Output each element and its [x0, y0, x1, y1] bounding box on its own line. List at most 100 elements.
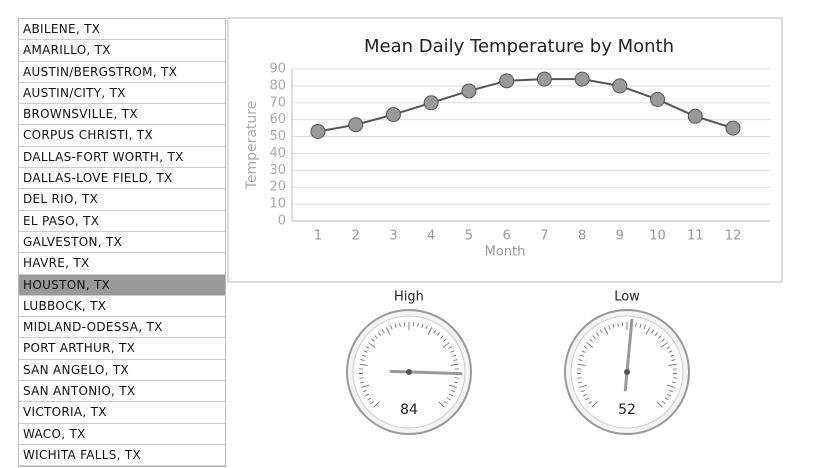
city-item[interactable]: DALLAS-FORT WORTH, TX [19, 147, 225, 169]
gauge-tick [378, 332, 382, 336]
gauge-tick [365, 346, 370, 349]
gauge-tick [433, 329, 437, 334]
gauge-tick [450, 350, 455, 353]
gauge-label: Low [614, 290, 640, 305]
x-tick-label: 8 [578, 229, 586, 244]
gauge-tick [645, 327, 651, 335]
city-item[interactable]: HAVRE, TX [19, 253, 225, 275]
point [310, 123, 326, 139]
gauge-tick [608, 325, 611, 330]
gauge-tick [421, 323, 424, 328]
gauge-tick [454, 377, 459, 379]
gauge-tick [370, 401, 374, 405]
gauge-tick [360, 359, 365, 361]
gauge-tick [364, 393, 369, 397]
gauge-value: 84 [400, 402, 418, 418]
city-item[interactable]: HOUSTON, TX [19, 274, 225, 296]
gauge-tick [436, 332, 440, 336]
city-item[interactable]: DALLAS-LOVE FIELD, TX [19, 168, 225, 190]
gauge-label: High [394, 290, 424, 305]
gauge-tick [672, 377, 677, 379]
gauge-tick [583, 346, 588, 349]
x-tick-label: 6 [502, 229, 510, 244]
city-item[interactable]: MIDLAND-ODESSA, TX [19, 317, 225, 339]
y-tick-label: 0 [278, 214, 286, 229]
city-item[interactable]: SAN ANGELO, TX [19, 360, 225, 382]
y-axis-label: Temperature [244, 101, 260, 191]
y-tick-label: 40 [269, 146, 286, 161]
gauge-tick [671, 381, 676, 384]
gauge-tick [662, 401, 666, 405]
x-tick-label: 1 [314, 229, 322, 244]
city-item[interactable]: AMARILLO, TX [19, 40, 225, 62]
point [687, 108, 703, 124]
gauge-tick [580, 389, 585, 393]
gauge-tick [385, 327, 391, 335]
gauge-tick [651, 329, 655, 334]
gauge-tick [578, 359, 583, 361]
gauge-tick [448, 384, 457, 388]
gauge-tick [599, 329, 603, 334]
gauge-tick [577, 377, 582, 379]
city-list: ABILENE, TX AMARILLO, TX AUSTIN/BERGSTROM,… [18, 18, 226, 468]
point [348, 117, 364, 133]
y-tick-label: 50 [269, 129, 286, 144]
gauge-tick [427, 327, 433, 335]
gauge-tick [452, 354, 457, 357]
gauge-tick [577, 363, 586, 366]
gauge-tick [451, 389, 456, 393]
gauge-tick [666, 384, 675, 388]
city-item[interactable]: WACO, TX [19, 424, 225, 445]
gauge-tick [591, 401, 598, 408]
city-item[interactable]: AUSTIN/BERGSTROM, TX [19, 62, 225, 83]
x-tick-label: 3 [389, 229, 397, 244]
x-tick-label: 2 [352, 229, 360, 244]
gauge-tick [374, 335, 378, 339]
gauge-tick [361, 354, 366, 357]
gauge-tick [444, 401, 448, 405]
gauge-tick [669, 389, 674, 393]
gauge-tick [661, 338, 665, 342]
city-item[interactable]: GALVESTON, TX [19, 232, 225, 254]
x-tick-label: 11 [687, 229, 704, 244]
gauge-tick [578, 381, 583, 384]
city-item[interactable]: DEL RIO, TX [19, 189, 225, 211]
gauge-tick [359, 363, 368, 366]
gauge-tick [371, 338, 375, 342]
city-item[interactable]: VICTORIA, TX [19, 402, 225, 424]
gauge-tick [670, 354, 675, 357]
point [536, 71, 552, 87]
gauge-tick [360, 381, 365, 384]
point [461, 83, 477, 99]
city-item[interactable]: SAN ANTONIO, TX [19, 381, 225, 403]
y-tick-label: 80 [269, 78, 286, 93]
point [612, 78, 628, 94]
gauge-tick [417, 322, 419, 327]
gauge-tick [612, 323, 615, 328]
city-item[interactable]: EL PASO, TX [19, 211, 225, 232]
gauge-tick [586, 342, 594, 348]
gauge-tick [582, 393, 587, 397]
gauge-tick [667, 393, 672, 397]
gauge-tick [671, 359, 676, 361]
gauge-tick [448, 346, 453, 349]
gauge-tick [664, 397, 669, 401]
gauge-hub [406, 369, 412, 375]
city-item[interactable]: BROWNSVILLE, TX [19, 104, 225, 126]
gauge-tick [373, 401, 380, 408]
city-item[interactable]: AUSTIN/CITY, TX [19, 83, 225, 105]
city-item[interactable]: ABILENE, TX [19, 19, 225, 41]
point [650, 91, 666, 107]
x-tick-label: 4 [427, 229, 435, 244]
gauge-tick [588, 401, 592, 405]
city-item[interactable]: PORT ARTHUR, TX [19, 338, 225, 360]
gauge-tick [453, 381, 458, 384]
y-tick-label: 90 [269, 62, 286, 77]
gauge-tick [581, 350, 586, 353]
city-item[interactable]: LUBBOCK, TX [19, 296, 225, 318]
city-item[interactable]: WICHITA FALLS, TX [19, 445, 225, 467]
city-item[interactable]: CORPUS CHRISTI, TX [19, 125, 225, 147]
y-tick-label: 20 [269, 180, 286, 195]
